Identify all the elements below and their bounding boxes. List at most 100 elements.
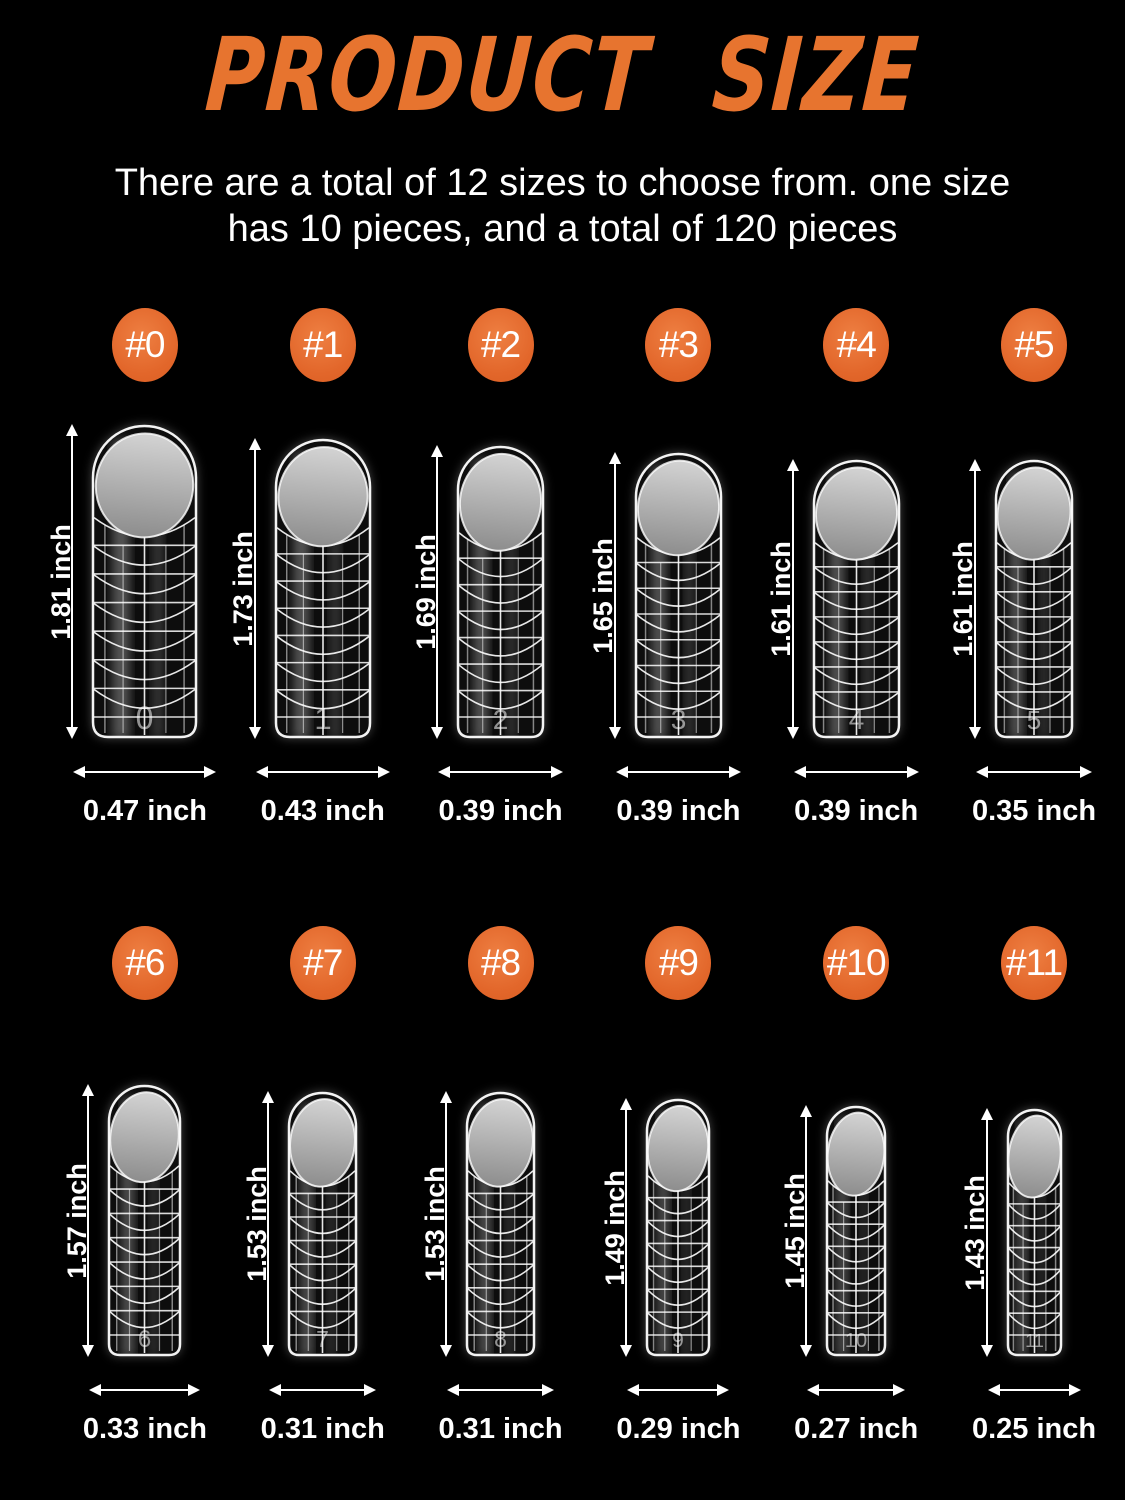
nail-measurement-group: 1.61 inch 4 0.39 inch <box>766 459 919 828</box>
width-arrow-icon <box>793 765 919 779</box>
height-arrow-icon <box>81 1084 95 1358</box>
width-label: 0.39 inch <box>616 795 741 828</box>
height-arrow-icon <box>261 1091 275 1358</box>
size-column: #8 1.53 inch 8 0.31 inch <box>412 926 590 1446</box>
nail-illustration: 1.61 inch 4 <box>766 459 901 740</box>
size-badge: #3 <box>645 308 712 383</box>
size-column: #0 1.81 inch 0 0.47 inch <box>46 308 234 828</box>
width-arrow-icon <box>438 765 564 779</box>
nail-number: 2 <box>493 704 509 735</box>
nail-measurement-group: 1.49 inch 9 0.29 inch <box>600 1098 740 1446</box>
width-label: 0.47 inch <box>82 795 207 828</box>
height-arrow-icon <box>980 1108 994 1358</box>
size-column: #9 1.49 inch 9 0.29 inch <box>589 926 767 1446</box>
nail-illustration: 1.69 inch 2 <box>411 445 545 740</box>
width-arrow-icon <box>976 765 1093 779</box>
nail-number: 10 <box>845 1330 867 1352</box>
height-arrow-icon <box>439 1091 453 1358</box>
nail-measurement-group: 1.65 inch 3 0.39 inch <box>588 452 741 828</box>
nail-measurement-group: 1.43 inch 11 0.25 inch <box>960 1108 1097 1446</box>
width-arrow-icon <box>807 1383 906 1397</box>
size-badge: #1 <box>289 308 356 383</box>
size-row-top: #0 1.81 inch 0 0.47 inch #1 1.73 inch 1 0.43 in… <box>0 308 1125 828</box>
size-badge: #5 <box>1001 308 1068 383</box>
size-column: #5 1.61 inch 5 0.35 inch <box>945 308 1123 828</box>
size-badge-label: #5 <box>1014 324 1054 366</box>
size-badge: #7 <box>289 926 356 1001</box>
size-badge: #9 <box>645 926 712 1001</box>
nail-illustration: 1.53 inch 8 <box>420 1091 536 1358</box>
size-badge-label: #10 <box>826 942 887 984</box>
nail-number: 9 <box>673 1329 685 1352</box>
nail-illustration: 1.45 inch 10 <box>780 1105 887 1358</box>
nail-number: 4 <box>848 704 864 735</box>
size-badge: #8 <box>467 926 534 1001</box>
size-badge: #0 <box>111 308 178 383</box>
width-arrow-icon <box>89 1383 201 1397</box>
nail-number: 11 <box>1025 1331 1044 1351</box>
width-label: 0.43 inch <box>260 795 385 828</box>
size-column: #10 1.45 inch 10 0.27 inch <box>767 926 945 1446</box>
nail-illustration: 1.57 inch 6 <box>62 1084 182 1358</box>
nail-number: 5 <box>1027 705 1041 735</box>
size-badge-label: #7 <box>303 942 343 984</box>
width-arrow-icon <box>447 1383 555 1397</box>
width-label: 0.39 inch <box>438 795 563 828</box>
nail-measurement-group: 1.61 inch 5 0.35 inch <box>949 459 1097 828</box>
nail-illustration: 1.43 inch 11 <box>960 1108 1063 1358</box>
nail-illustration: 1.53 inch 7 <box>242 1091 358 1358</box>
height-arrow-icon <box>248 438 262 740</box>
height-arrow-icon <box>799 1105 813 1358</box>
nail-number: 3 <box>671 704 687 735</box>
size-badge: #11 <box>1001 926 1068 1001</box>
width-arrow-icon <box>255 765 390 779</box>
nail-number: 7 <box>316 1326 329 1352</box>
nail-measurement-group: 1.53 inch 7 0.31 inch <box>242 1091 385 1446</box>
nail-illustration: 1.81 inch 0 <box>46 424 198 740</box>
width-label: 0.27 inch <box>794 1413 919 1446</box>
nail-measurement-group: 1.57 inch 6 0.33 inch <box>62 1084 207 1446</box>
size-badge-label: #9 <box>658 942 699 984</box>
nail-measurement-group: 1.53 inch 8 0.31 inch <box>420 1091 563 1446</box>
height-arrow-icon <box>65 424 79 740</box>
nail-illustration: 1.49 inch 9 <box>600 1098 711 1358</box>
size-row-bottom: #6 1.57 inch 6 0.33 inch #7 1.53 inch 7 0.31 in… <box>0 926 1125 1446</box>
size-badge-label: #8 <box>480 942 521 984</box>
size-column: #7 1.53 inch 7 0.31 inch <box>234 926 412 1446</box>
nail-measurement-group: 1.73 inch 1 0.43 inch <box>228 438 390 828</box>
width-label: 0.31 inch <box>438 1413 563 1446</box>
height-arrow-icon <box>968 459 982 740</box>
height-arrow-icon <box>619 1098 633 1358</box>
nail-number: 0 <box>136 700 154 736</box>
nail-measurement-group: 1.69 inch 2 0.39 inch <box>411 445 564 828</box>
size-badge-label: #0 <box>125 324 165 366</box>
size-badge-label: #6 <box>125 942 165 984</box>
nail-number: 6 <box>138 1326 151 1353</box>
width-label: 0.35 inch <box>971 795 1097 828</box>
size-badge: #4 <box>823 308 890 383</box>
subtitle-line-2: has 10 pieces, and a total of 120 pieces <box>227 207 898 250</box>
nail-number: 8 <box>494 1326 507 1352</box>
nail-number: 1 <box>314 701 331 736</box>
nail-measurement-group: 1.81 inch 0 0.47 inch <box>46 424 217 828</box>
nail-measurement-group: 1.45 inch 10 0.27 inch <box>780 1105 919 1446</box>
width-arrow-icon <box>627 1383 730 1397</box>
width-label: 0.31 inch <box>260 1413 385 1446</box>
width-arrow-icon <box>73 765 217 779</box>
size-column: #11 1.43 inch 11 0.25 inch <box>945 926 1123 1446</box>
size-badge-label: #1 <box>303 324 343 366</box>
width-arrow-icon <box>987 1383 1081 1397</box>
size-column: #3 1.65 inch 3 0.39 inch <box>588 308 767 828</box>
height-arrow-icon <box>786 459 800 740</box>
size-column: #2 1.69 inch 2 0.39 inch <box>411 308 590 828</box>
width-arrow-icon <box>269 1383 377 1397</box>
size-column: #6 1.57 inch 6 0.33 inch <box>56 926 234 1446</box>
page-title: PRODUCT SIZE <box>202 15 924 135</box>
width-arrow-icon <box>615 765 741 779</box>
size-badge-label: #11 <box>1006 942 1063 984</box>
size-badge: #2 <box>467 308 534 383</box>
width-label: 0.25 inch <box>971 1413 1097 1446</box>
height-arrow-icon <box>608 452 622 740</box>
nail-illustration: 1.65 inch 3 <box>588 452 723 740</box>
height-arrow-icon <box>430 445 444 740</box>
